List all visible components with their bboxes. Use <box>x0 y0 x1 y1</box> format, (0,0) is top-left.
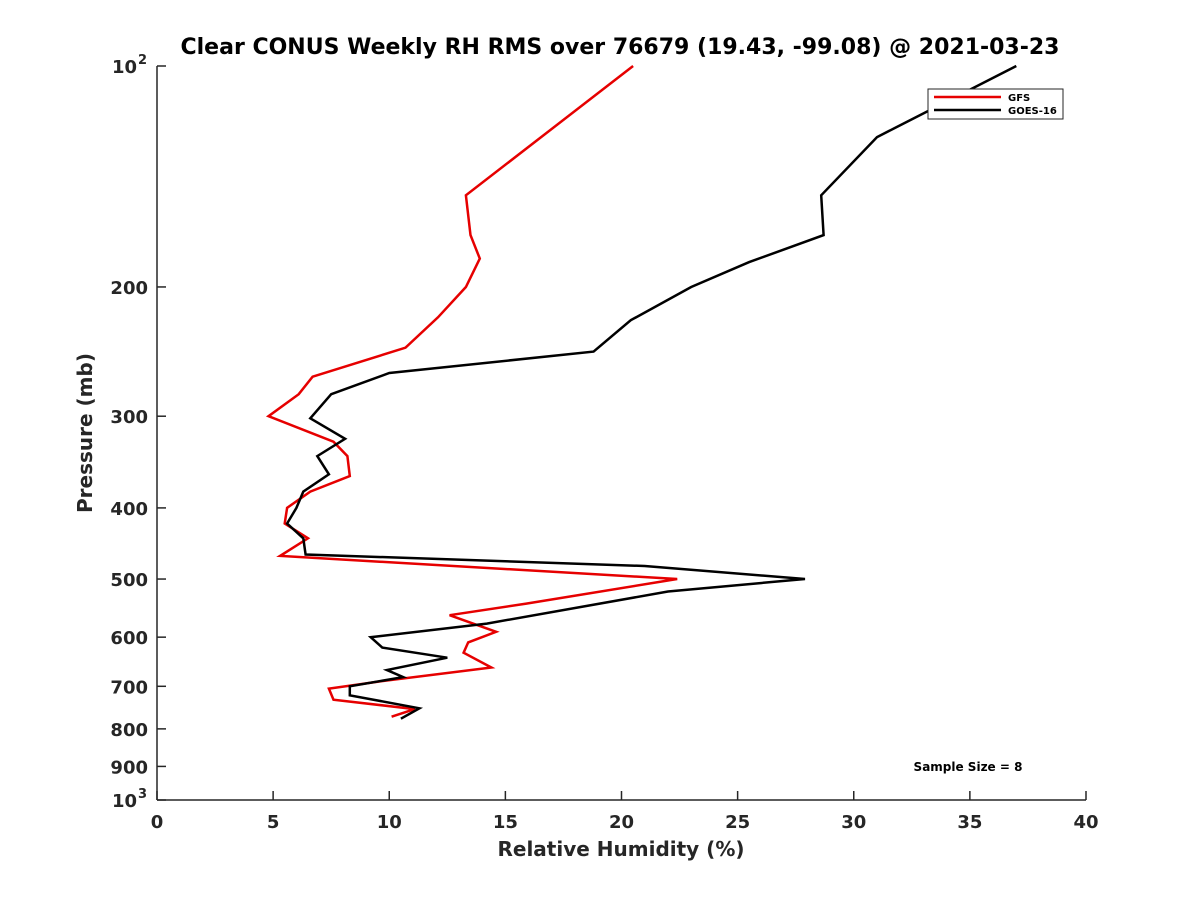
plot-area <box>156 66 1086 801</box>
x-tick-label: 15 <box>493 812 518 833</box>
sample-size-annotation: Sample Size = 8 <box>914 760 1023 774</box>
y-tick-exponent: 2 <box>138 53 147 68</box>
legend: GFS GOES-16 <box>927 88 1064 120</box>
x-ticks: 0 5 10 15 20 25 30 35 40 <box>151 791 1099 833</box>
y-tick-label: 800 <box>110 720 148 741</box>
x-tick-label: 10 <box>377 812 402 833</box>
series-group <box>265 64 1017 720</box>
x-tick-label: 0 <box>151 812 164 833</box>
legend-box <box>927 88 1064 120</box>
y-tick-label: 10 <box>112 791 137 812</box>
y-tick-label: 300 <box>110 407 148 428</box>
y-tick-label: 700 <box>110 677 148 698</box>
y-tick-label: 900 <box>110 757 148 778</box>
chart-title: Clear CONUS Weekly RH RMS over 76679 (19… <box>181 35 1060 60</box>
x-axis-label: Relative Humidity (%) <box>497 837 744 861</box>
x-tick-label: 20 <box>609 812 634 833</box>
y-tick-label: 200 <box>110 278 148 299</box>
x-tick-label: 30 <box>841 812 866 833</box>
legend-label-gfs: GFS <box>1008 93 1030 104</box>
legend-label-goes16: GOES-16 <box>1008 106 1057 117</box>
x-tick-label: 40 <box>1073 812 1098 833</box>
y-tick-label: 600 <box>110 628 148 649</box>
x-tick-label: 5 <box>267 812 280 833</box>
x-tick-label: 25 <box>725 812 750 833</box>
x-tick-label: 35 <box>957 812 982 833</box>
series-line-gfs <box>265 65 678 718</box>
y-tick-label: 500 <box>110 570 148 591</box>
y-tick-exponent: 3 <box>138 787 147 802</box>
y-tick-label: 10 <box>112 57 137 78</box>
y-axis-label: Pressure (mb) <box>73 353 97 513</box>
y-tick-label: 400 <box>110 499 148 520</box>
series-line-goes16 <box>285 64 1017 720</box>
